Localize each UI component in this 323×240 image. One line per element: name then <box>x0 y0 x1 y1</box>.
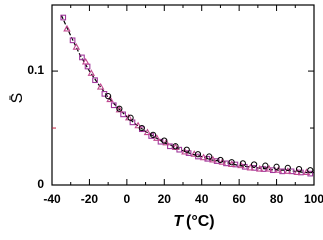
square-point <box>307 170 314 177</box>
triangle-point <box>209 155 217 163</box>
circle-point <box>251 161 258 168</box>
fit-line <box>60 15 314 174</box>
triangle-point <box>143 128 152 136</box>
square-point <box>223 160 229 167</box>
triangle-point <box>63 24 71 32</box>
triangle-point <box>162 138 170 146</box>
circle-point <box>284 164 291 172</box>
square-point <box>269 167 276 174</box>
circle-point <box>127 114 134 121</box>
circle-point <box>161 137 168 144</box>
x-tick-label: 80 <box>270 192 284 206</box>
y-tick-label: 0.1 <box>27 63 44 77</box>
triangle-point <box>218 158 227 165</box>
circle-point <box>105 93 112 100</box>
square-point <box>69 37 76 44</box>
circle-point <box>183 146 190 153</box>
triangle-point <box>134 121 142 129</box>
x-tick-label: 20 <box>158 192 172 206</box>
circle-point <box>228 159 235 166</box>
circle-point <box>194 151 202 158</box>
triangle-point <box>87 69 96 76</box>
square-point <box>279 168 286 175</box>
square-point <box>157 138 164 145</box>
circle-point <box>307 167 314 174</box>
square-point <box>241 163 248 170</box>
square-point <box>167 143 173 150</box>
circle-point <box>116 105 123 112</box>
triangle-point <box>171 143 180 150</box>
triangle-point <box>255 164 264 172</box>
triangle-point <box>237 161 245 169</box>
y-axis-label: S̄ <box>9 93 26 104</box>
triangle-point <box>284 167 292 174</box>
triangle-point <box>181 147 189 155</box>
x-axis-symbol: T <box>173 213 184 230</box>
x-tick-label: 60 <box>232 192 246 206</box>
circle-point <box>206 153 213 160</box>
circle-point <box>239 160 246 167</box>
triangle-point <box>96 82 105 90</box>
x-tick-label: 0 <box>124 192 131 206</box>
x-tick-label: -20 <box>81 192 99 206</box>
circle-point <box>262 162 269 169</box>
x-tick-label: 40 <box>195 192 209 206</box>
y-tick-label: 0 <box>37 177 44 191</box>
circle-point <box>273 163 280 170</box>
triangle-point <box>115 105 124 113</box>
circle-point <box>149 131 157 138</box>
triangle-point <box>72 43 81 50</box>
square-point <box>79 54 85 61</box>
triangle-point <box>153 134 161 141</box>
square-point <box>60 14 67 21</box>
circle-point <box>295 165 303 173</box>
x-axis-unit: (°C) <box>186 213 215 230</box>
circle-point <box>138 124 145 132</box>
square-point <box>185 150 192 156</box>
plot-frame <box>51 4 315 186</box>
triangle-point <box>199 153 208 161</box>
triangle-point <box>246 163 255 171</box>
x-tick-label: 100 <box>304 192 323 206</box>
square-point <box>110 102 117 109</box>
triangle-point <box>81 57 90 65</box>
square-point <box>213 158 220 164</box>
circle-point <box>172 143 179 150</box>
x-tick-label: -40 <box>43 192 61 206</box>
circle-point <box>217 156 224 164</box>
triangle-point <box>265 164 273 172</box>
square-point <box>120 111 126 118</box>
square-point <box>92 77 98 84</box>
